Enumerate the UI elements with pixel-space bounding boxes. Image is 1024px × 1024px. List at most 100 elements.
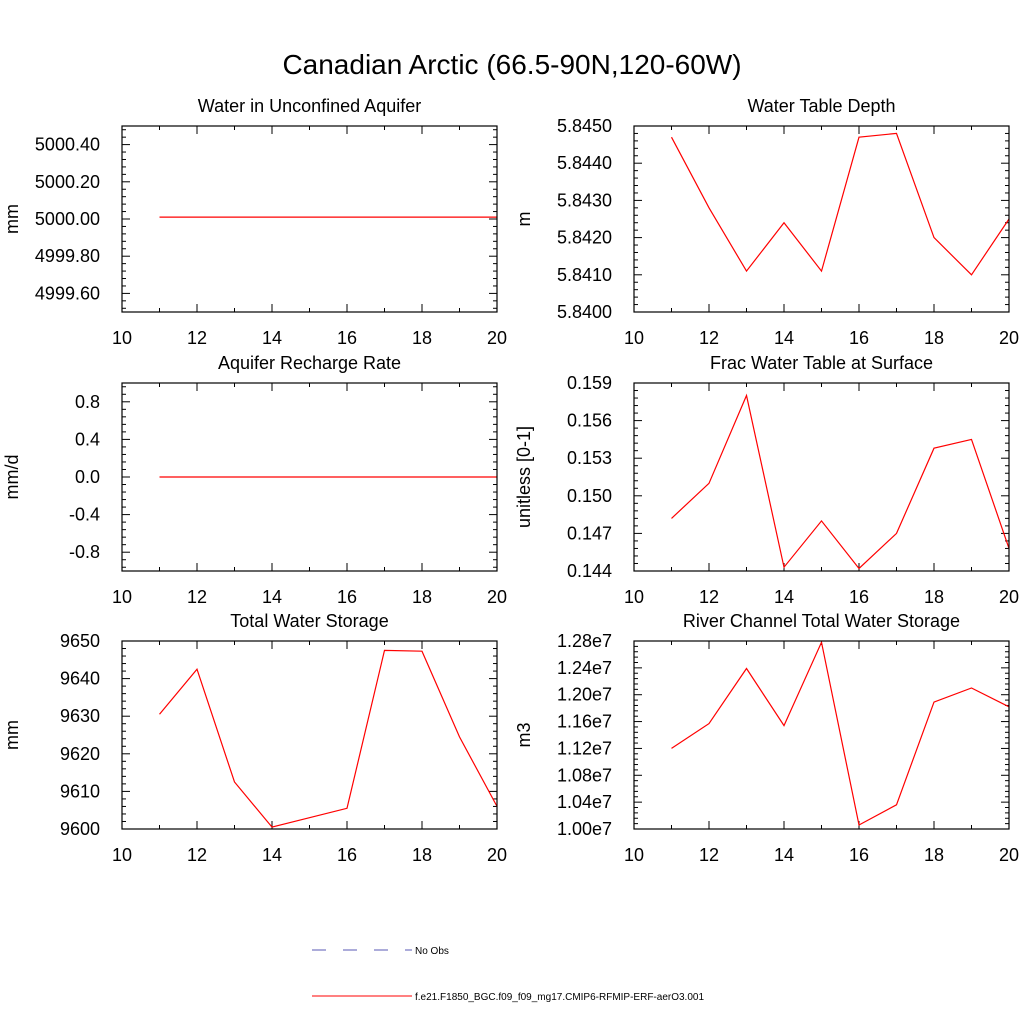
x-tick-label: 20 [487,328,507,348]
series-line [671,640,1010,826]
x-tick-label: 10 [624,587,644,607]
y-tick-label: 0.8 [75,392,100,412]
x-tick-label: 16 [337,328,357,348]
y-tick-label: 5000.20 [35,172,100,192]
plot-frame [121,640,498,830]
figure-title: Canadian Arctic (66.5-90N,120-60W) [282,49,741,80]
x-tick-label: 12 [187,845,207,865]
x-tick-label: 20 [999,845,1019,865]
x-tick-label: 10 [112,587,132,607]
legend-label: f.e21.F1850_BGC.f09_f09_mg17.CMIP6-RFMIP… [415,992,704,1003]
x-tick-label: 14 [262,845,282,865]
x-tick-label: 14 [774,328,794,348]
legend: No Obs f.e21.F1850_BGC.f09_f09_mg17.CMIP6… [312,946,704,1003]
x-tick-label: 10 [624,845,644,865]
y-axis-label: unitless [0-1] [514,426,534,528]
panels: Water in Unconfined Aquifer mm 10 12 14 16 18 2… [2,96,1019,865]
y-tick-label: 9610 [60,781,100,801]
x-tick-label: 14 [262,587,282,607]
y-tick-label: 0.0 [75,467,100,487]
y-tick-label: 4999.60 [35,283,100,303]
x-tick-label: 18 [412,587,432,607]
y-tick-label: 9650 [60,631,100,651]
y-tick-label: 0.144 [567,561,612,581]
y-tick-label: 0.150 [567,486,612,506]
y-tick-label: 1.16e7 [557,712,612,732]
y-axis-label: mm [2,720,22,750]
y-tick-label: 5.8420 [557,228,612,248]
panel-title: Water Table Depth [747,96,895,116]
y-tick-label: 0.4 [75,429,100,449]
x-tick-label: 12 [699,328,719,348]
y-tick-label: 1.08e7 [557,765,612,785]
x-tick-label: 20 [999,328,1019,348]
x-tick-label: 12 [187,328,207,348]
panel-1: Water in Unconfined Aquifer mm 10 12 14 16 18 2… [2,96,507,348]
x-tick-label: 18 [924,845,944,865]
y-tick-label: 9600 [60,819,100,839]
y-tick-label: 5.8410 [557,265,612,285]
x-tick-label: 16 [337,587,357,607]
panel-title: Frac Water Table at Surface [710,353,933,373]
y-tick-label: 1.00e7 [557,819,612,839]
x-tick-label: 16 [337,845,357,865]
y-tick-label: -0.8 [69,542,100,562]
y-tick-label: 0.156 [567,411,612,431]
x-tick-label: 14 [774,587,794,607]
panel-title: Total Water Storage [230,611,388,631]
y-tick-label: 5.8400 [557,302,612,322]
panel-4: Frac Water Table at Surface unitless [0-1… [514,353,1019,607]
y-axis-label: mm [2,204,22,234]
x-tick-label: 18 [924,328,944,348]
x-tick-label: 20 [487,587,507,607]
y-tick-label: 9630 [60,706,100,726]
y-axis-label: mm/d [2,455,22,500]
y-tick-label: 5000.00 [35,209,100,229]
y-tick-label: 9640 [60,669,100,689]
series-line [670,132,1010,276]
y-tick-label: 5.8440 [557,153,612,173]
panel-6: River Channel Total Water Storage m3 10 12 1… [514,611,1019,865]
x-tick-label: 18 [412,845,432,865]
y-tick-label: 5.8430 [557,190,612,210]
y-tick-label: 0.147 [567,523,612,543]
y-tick-label: 1.20e7 [557,685,612,705]
x-tick-label: 12 [699,845,719,865]
y-tick-label: 9620 [60,744,100,764]
y-tick-label: 0.153 [567,448,612,468]
y-tick-label: 4999.80 [35,246,100,266]
panel-5: Total Water Storage mm 10 12 14 16 18 20 9600 961… [2,611,507,865]
panel-title: Aquifer Recharge Rate [218,353,401,373]
plot-frame [121,382,498,572]
x-tick-label: 10 [112,328,132,348]
y-tick-label: -0.4 [69,505,100,525]
x-tick-label: 20 [487,845,507,865]
x-tick-label: 16 [849,328,869,348]
x-tick-label: 10 [112,845,132,865]
x-tick-label: 18 [412,328,432,348]
y-tick-label: 5.8450 [557,116,612,136]
legend-label: No Obs [415,946,449,957]
series-line [671,393,1010,570]
y-tick-label: 1.24e7 [557,658,612,678]
plot-frame [633,382,1010,572]
y-tick-label: 1.28e7 [557,631,612,651]
panel-2: Water Table Depth m 10 12 14 16 18 20 5.8400 5.84… [514,96,1019,348]
plot-frame [633,640,1010,830]
x-tick-label: 16 [849,587,869,607]
y-axis-label: m3 [514,722,534,747]
x-tick-label: 10 [624,328,644,348]
x-tick-label: 18 [924,587,944,607]
y-tick-label: 1.04e7 [557,792,612,812]
y-tick-label: 0.159 [567,373,612,393]
x-tick-label: 20 [999,587,1019,607]
y-tick-label: 5000.40 [35,135,100,155]
x-tick-label: 14 [262,328,282,348]
x-tick-label: 14 [774,845,794,865]
x-tick-label: 12 [699,587,719,607]
panel-3: Aquifer Recharge Rate mm/d 10 12 14 16 18 20 -0.… [2,353,507,607]
plot-frame [121,125,498,313]
plot-frame [633,125,1010,313]
panel-title: Water in Unconfined Aquifer [198,96,421,116]
